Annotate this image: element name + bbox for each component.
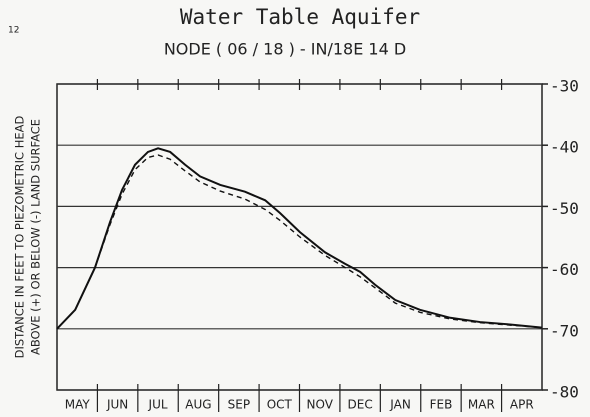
x-tick-label: JUL [148,398,168,412]
y-tick-label: -30 [550,77,579,96]
y-axis-label: ABOVE (+) OR BELOW (-) LAND SURFACE [29,119,43,355]
x-tick-label: SEP [228,398,250,412]
x-tick-label: MAR [468,398,495,412]
corner-label: 12 [8,26,19,36]
x-tick-label: MAY [65,398,91,412]
y-tick-label: -60 [550,260,579,279]
y-tick-label: -80 [550,383,579,402]
x-tick-label: JUN [106,398,128,412]
y-axis-label: DISTANCE IN FEET TO PIEZOMETRIC HEAD [13,115,27,358]
chart-subtitle: NODE ( 06 / 18 ) - IN/18E 14 D [164,40,406,59]
y-tick-label: -70 [550,321,579,340]
x-tick-label: NOV [306,398,333,412]
x-tick-label: APR [510,398,534,412]
x-tick-label: JAN [389,398,411,412]
chart-title: Water Table Aquifer [180,5,420,29]
data-line [56,154,543,330]
data-line [56,147,543,330]
x-tick-label: OCT [267,398,293,412]
x-tick-label: FEB [430,398,453,412]
x-tick-label: DEC [348,398,373,412]
y-tick-label: -50 [550,199,579,218]
x-tick-label: AUG [185,398,211,412]
y-tick-label: -40 [550,138,579,157]
